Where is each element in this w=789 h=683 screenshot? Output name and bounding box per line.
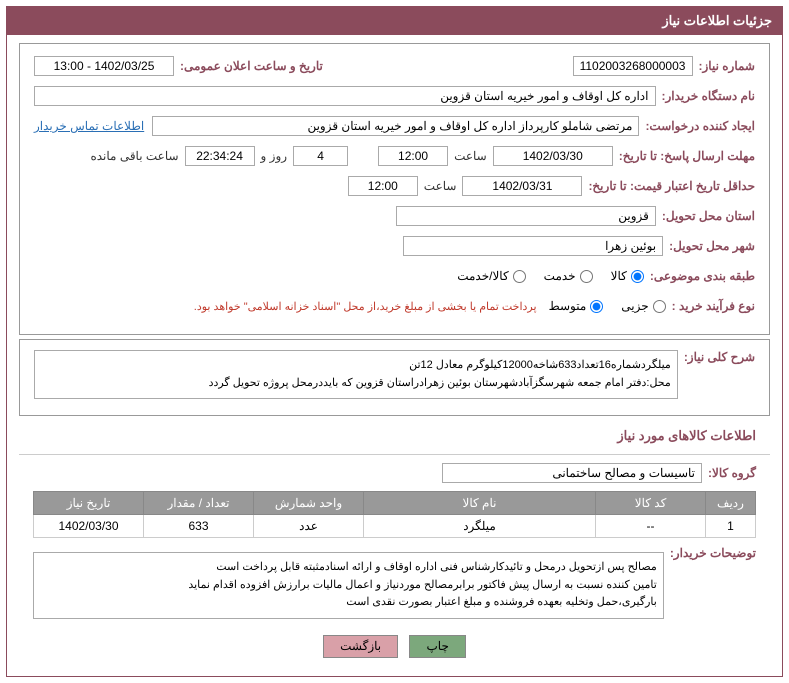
panel-body: شماره نیاز: 1102003268000003 تاریخ و ساع… bbox=[7, 35, 782, 676]
deadline-date: 1402/03/30 bbox=[493, 146, 613, 166]
process-label: نوع فرآیند خرید : bbox=[672, 299, 755, 313]
th-date: تاریخ نیاز bbox=[34, 492, 144, 515]
days-word: روز و bbox=[261, 149, 288, 163]
radio-jozi[interactable]: جزیی bbox=[621, 299, 665, 313]
validity-label: حداقل تاریخ اعتبار قیمت: تا تاریخ: bbox=[588, 179, 755, 193]
cell-name: میلگرد bbox=[364, 515, 596, 538]
row-group: گروه کالا: تاسیسات و مصالح ساختمانی bbox=[33, 461, 756, 485]
time-label-2: ساعت bbox=[424, 179, 457, 193]
days-remaining: 4 bbox=[293, 146, 348, 166]
city-label: شهر محل تحویل: bbox=[669, 239, 755, 253]
notes-l3: بارگیری،حمل وتخلیه بعهده فروشنده و مبلغ … bbox=[40, 594, 657, 612]
table-row[interactable]: 1 -- میلگرد عدد 633 1402/03/30 bbox=[34, 515, 756, 538]
radio-khadamat[interactable]: خدمت bbox=[544, 269, 593, 283]
row-category: طبقه بندی موضوعی: کالا خدمت کالا/خدمت bbox=[34, 264, 755, 288]
deadline-label: مهلت ارسال پاسخ: تا تاریخ: bbox=[619, 149, 755, 163]
goods-area: گروه کالا: تاسیسات و مصالح ساختمانی ردیف… bbox=[19, 461, 770, 619]
row-city: شهر محل تحویل: بوئین زهرا bbox=[34, 234, 755, 258]
process-note: پرداخت تمام یا بخشی از مبلغ خرید،از محل … bbox=[194, 300, 537, 313]
buyer-org-label: نام دستگاه خریدار: bbox=[662, 89, 756, 103]
goods-section-title: اطلاعات کالاهای مورد نیاز bbox=[19, 420, 770, 448]
buyer-notes-label: توضیحات خریدار: bbox=[670, 546, 756, 560]
overall-line2: محل:دفتر امام جمعه شهرسگزآبادشهرستان بوئ… bbox=[41, 375, 671, 393]
th-unit: واحد شمارش bbox=[254, 492, 364, 515]
requester-label: ایجاد کننده درخواست: bbox=[645, 119, 755, 133]
radio-kala[interactable]: کالا bbox=[611, 269, 644, 283]
requester-value: مرتضی شاملو کارپرداز اداره کل اوقاف و ام… bbox=[152, 116, 639, 136]
remaining-word: ساعت باقی مانده bbox=[90, 149, 178, 163]
row-requester: ایجاد کننده درخواست: مرتضی شاملو کارپردا… bbox=[34, 114, 755, 138]
cell-unit: عدد bbox=[254, 515, 364, 538]
time-label-1: ساعت bbox=[454, 149, 487, 163]
notes-l1: مصالح پس ازتحویل درمحل و تائیدکارشناس فن… bbox=[40, 559, 657, 577]
overall-box: شرح کلی نیاز: میلگردشماره16تعداد633شاخه1… bbox=[19, 339, 770, 416]
buyer-org-value: اداره کل اوقاف و امور خیریه استان قزوین bbox=[34, 86, 656, 106]
row-buyer-org: نام دستگاه خریدار: اداره کل اوقاف و امور… bbox=[34, 84, 755, 108]
row-deadline: مهلت ارسال پاسخ: تا تاریخ: 1402/03/30 سا… bbox=[34, 144, 755, 168]
row-validity: حداقل تاریخ اعتبار قیمت: تا تاریخ: 1402/… bbox=[34, 174, 755, 198]
deadline-time: 12:00 bbox=[378, 146, 448, 166]
city-value: بوئین زهرا bbox=[403, 236, 663, 256]
table-header-row: ردیف کد کالا نام کالا واحد شمارش تعداد /… bbox=[34, 492, 756, 515]
announce-label: تاریخ و ساعت اعلان عمومی: bbox=[180, 59, 323, 73]
cell-code: -- bbox=[596, 515, 706, 538]
form-box: شماره نیاز: 1102003268000003 تاریخ و ساع… bbox=[19, 43, 770, 335]
radio-motavaset[interactable]: متوسط bbox=[549, 299, 604, 313]
back-button[interactable]: بازگشت bbox=[323, 635, 398, 658]
th-row: ردیف bbox=[706, 492, 756, 515]
cell-qty: 633 bbox=[144, 515, 254, 538]
radio-kala-input[interactable] bbox=[631, 270, 644, 283]
group-label: گروه کالا: bbox=[708, 466, 756, 480]
radio-kalakhadamat-input[interactable] bbox=[513, 270, 526, 283]
province-value: قزوین bbox=[396, 206, 656, 226]
validity-time: 12:00 bbox=[348, 176, 418, 196]
validity-date: 1402/03/31 bbox=[462, 176, 582, 196]
divider bbox=[19, 454, 770, 455]
group-value: تاسیسات و مصالح ساختمانی bbox=[442, 463, 702, 483]
radio-jozi-input[interactable] bbox=[653, 300, 666, 313]
th-name: نام کالا bbox=[364, 492, 596, 515]
radio-kalakhadamat[interactable]: کالا/خدمت bbox=[457, 269, 525, 283]
panel-title: جزئیات اطلاعات نیاز bbox=[7, 7, 782, 35]
main-panel: جزئیات اطلاعات نیاز شماره نیاز: 11020032… bbox=[6, 6, 783, 677]
overall-desc: میلگردشماره16تعداد633شاخه12000کیلوگرم مع… bbox=[34, 350, 678, 399]
radio-motavaset-input[interactable] bbox=[590, 300, 603, 313]
announce-value: 1402/03/25 - 13:00 bbox=[34, 56, 174, 76]
countdown: 22:34:24 bbox=[185, 146, 255, 166]
th-qty: تعداد / مقدار bbox=[144, 492, 254, 515]
contact-link[interactable]: اطلاعات تماس خریدار bbox=[34, 119, 144, 133]
cell-row: 1 bbox=[706, 515, 756, 538]
need-no-value: 1102003268000003 bbox=[573, 56, 693, 76]
goods-table: ردیف کد کالا نام کالا واحد شمارش تعداد /… bbox=[33, 491, 756, 538]
row-province: استان محل تحویل: قزوین bbox=[34, 204, 755, 228]
buyer-notes: مصالح پس ازتحویل درمحل و تائیدکارشناس فن… bbox=[33, 552, 664, 619]
notes-l2: تامین کننده نسبت به ارسال پیش فاکتور برا… bbox=[40, 577, 657, 595]
province-label: استان محل تحویل: bbox=[662, 209, 755, 223]
print-button[interactable]: چاپ bbox=[409, 635, 465, 658]
process-radios: جزیی متوسط bbox=[549, 299, 666, 313]
th-code: کد کالا bbox=[596, 492, 706, 515]
overall-line1: میلگردشماره16تعداد633شاخه12000کیلوگرم مع… bbox=[41, 357, 671, 375]
category-radios: کالا خدمت کالا/خدمت bbox=[457, 269, 644, 283]
overall-label: شرح کلی نیاز: bbox=[684, 350, 755, 364]
category-label: طبقه بندی موضوعی: bbox=[650, 269, 755, 283]
cell-date: 1402/03/30 bbox=[34, 515, 144, 538]
row-process: نوع فرآیند خرید : جزیی متوسط پرداخت تمام… bbox=[34, 294, 755, 318]
need-no-label: شماره نیاز: bbox=[699, 59, 755, 73]
row-need-no: شماره نیاز: 1102003268000003 تاریخ و ساع… bbox=[34, 54, 755, 78]
radio-khadamat-input[interactable] bbox=[580, 270, 593, 283]
button-row: چاپ بازگشت bbox=[19, 625, 770, 668]
